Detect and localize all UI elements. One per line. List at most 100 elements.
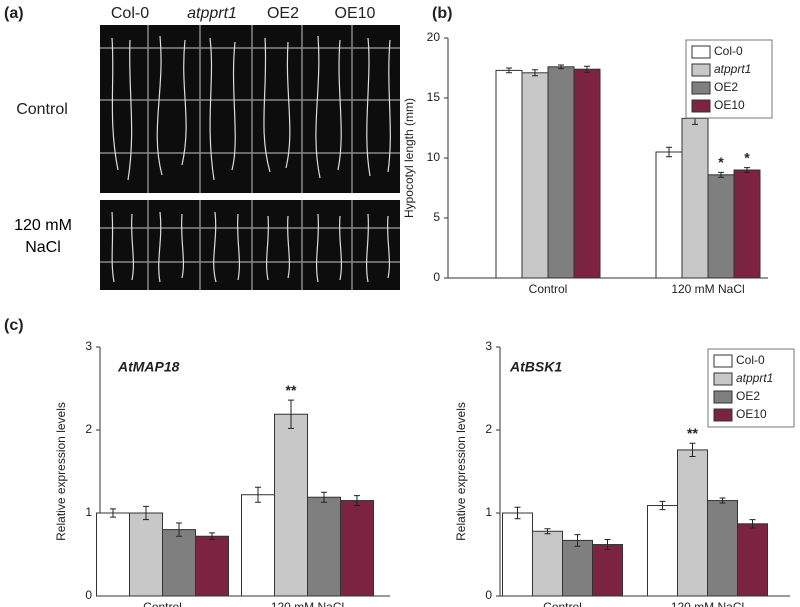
bar	[532, 530, 563, 597]
error-bar	[689, 442, 696, 458]
bar-chart: (b) Hypocotyl length (mm) 0 5 10 15 20 Control 1…	[402, 5, 773, 296]
bar	[129, 512, 163, 597]
legend-label: OE10	[714, 98, 745, 112]
y-tick-label: 15	[427, 90, 441, 104]
bar	[96, 512, 130, 597]
error-bar	[506, 67, 512, 74]
bar	[340, 500, 374, 597]
chart-title: AtMAP18	[117, 359, 180, 375]
significance-label: **	[687, 425, 698, 441]
genotype-label: OE10	[335, 5, 376, 22]
legend-swatch	[691, 99, 711, 113]
genotype-label: Col-0	[111, 5, 149, 22]
chart-title: AtBSK1	[509, 359, 562, 375]
bar	[707, 500, 738, 597]
condition-label-box: 120 mM NaCl	[14, 217, 72, 256]
legend: Col-0 atpprt1 OE2 OE10	[707, 348, 795, 428]
photo-grid	[100, 25, 400, 193]
y-tick-label: 1	[85, 505, 92, 519]
bar	[162, 529, 196, 597]
y-tick-label: 2	[85, 422, 92, 436]
error-bar	[176, 522, 182, 537]
error-bar	[584, 65, 590, 73]
error-bar	[143, 505, 149, 521]
x-tick-label: Control	[529, 282, 568, 296]
legend-swatch	[691, 63, 711, 77]
legend-label: Col-0	[714, 44, 743, 58]
bar	[707, 174, 735, 279]
y-tick-label: 5	[433, 210, 440, 224]
photo-grid	[100, 200, 400, 290]
genotype-label: OE2	[267, 5, 299, 22]
bar	[592, 544, 623, 597]
bar	[195, 535, 229, 597]
legend-swatch	[713, 390, 733, 404]
significance-label: *	[718, 154, 724, 170]
legend-swatch	[713, 372, 733, 386]
error-bar	[749, 519, 756, 529]
legend-label: atpprt1	[714, 62, 751, 76]
condition-label: Control	[16, 101, 68, 118]
y-axis-label: Hypocotyl length (mm)	[402, 98, 416, 218]
bar	[733, 169, 761, 279]
error-bar	[288, 399, 294, 429]
error-bar	[255, 486, 261, 503]
bar	[677, 449, 708, 597]
error-bar	[514, 506, 521, 520]
y-axis-label: Relative expression levels	[54, 402, 68, 541]
x-tick-label: 120 mM NaCl	[671, 600, 744, 607]
error-bar	[558, 64, 564, 70]
error-bar	[666, 146, 672, 158]
bar-chart: (c) AtMAP18 Relative expression levels 0 1 2 3…	[4, 317, 390, 607]
legend-swatch	[691, 45, 711, 59]
y-tick-label: 1	[485, 505, 492, 519]
error-bar	[354, 495, 360, 507]
error-bar	[110, 508, 116, 518]
bar	[495, 69, 523, 279]
photo-panel: (a) Col-0 atpprt1 OE2 OE10 Control 120 m…	[4, 5, 400, 290]
error-bar	[744, 167, 750, 173]
bar	[681, 117, 709, 279]
y-tick-label: 3	[85, 339, 92, 353]
bar	[521, 72, 549, 279]
error-bar	[659, 500, 666, 511]
y-axis-label: Relative expression levels	[454, 402, 468, 541]
y-tick-label: 0	[433, 270, 440, 284]
x-tick-label: Control	[143, 600, 182, 607]
photo-nacl	[100, 200, 400, 290]
error-bar	[209, 532, 215, 541]
significance-label: *	[744, 149, 750, 165]
panel-label: (b)	[432, 5, 452, 22]
significance-label: **	[286, 382, 297, 398]
panel-label: (a)	[4, 5, 24, 22]
bar	[274, 413, 308, 597]
y-tick-label: 0	[485, 588, 492, 602]
bar	[502, 512, 533, 597]
x-tick-label: 120 mM NaCl	[671, 282, 744, 296]
error-bar	[719, 497, 726, 504]
y-tick-label: 2	[485, 422, 492, 436]
condition-label: 120 mM NaCl	[14, 217, 72, 256]
bar	[241, 494, 275, 597]
legend: Col-0 atpprt1 OE2 OE10	[685, 39, 773, 119]
bar	[737, 523, 768, 597]
bar	[307, 496, 341, 597]
bar	[562, 539, 593, 597]
y-tick-label: 20	[427, 30, 441, 44]
panel-label: (c)	[4, 317, 24, 334]
bar	[655, 151, 683, 279]
y-tick-label: 3	[485, 339, 492, 353]
bar	[647, 505, 678, 597]
y-tick-label: 10	[427, 150, 441, 164]
legend-swatch	[691, 81, 711, 95]
legend-label: OE2	[714, 80, 738, 94]
y-tick-label: 0	[85, 588, 92, 602]
error-bar	[532, 69, 538, 77]
legend-label: OE2	[736, 389, 760, 403]
x-tick-label: 120 mM NaCl	[271, 600, 344, 607]
x-tick-label: Control	[543, 600, 582, 607]
legend-label: atpprt1	[736, 371, 773, 385]
legend-swatch	[713, 408, 733, 422]
bar	[547, 66, 575, 279]
